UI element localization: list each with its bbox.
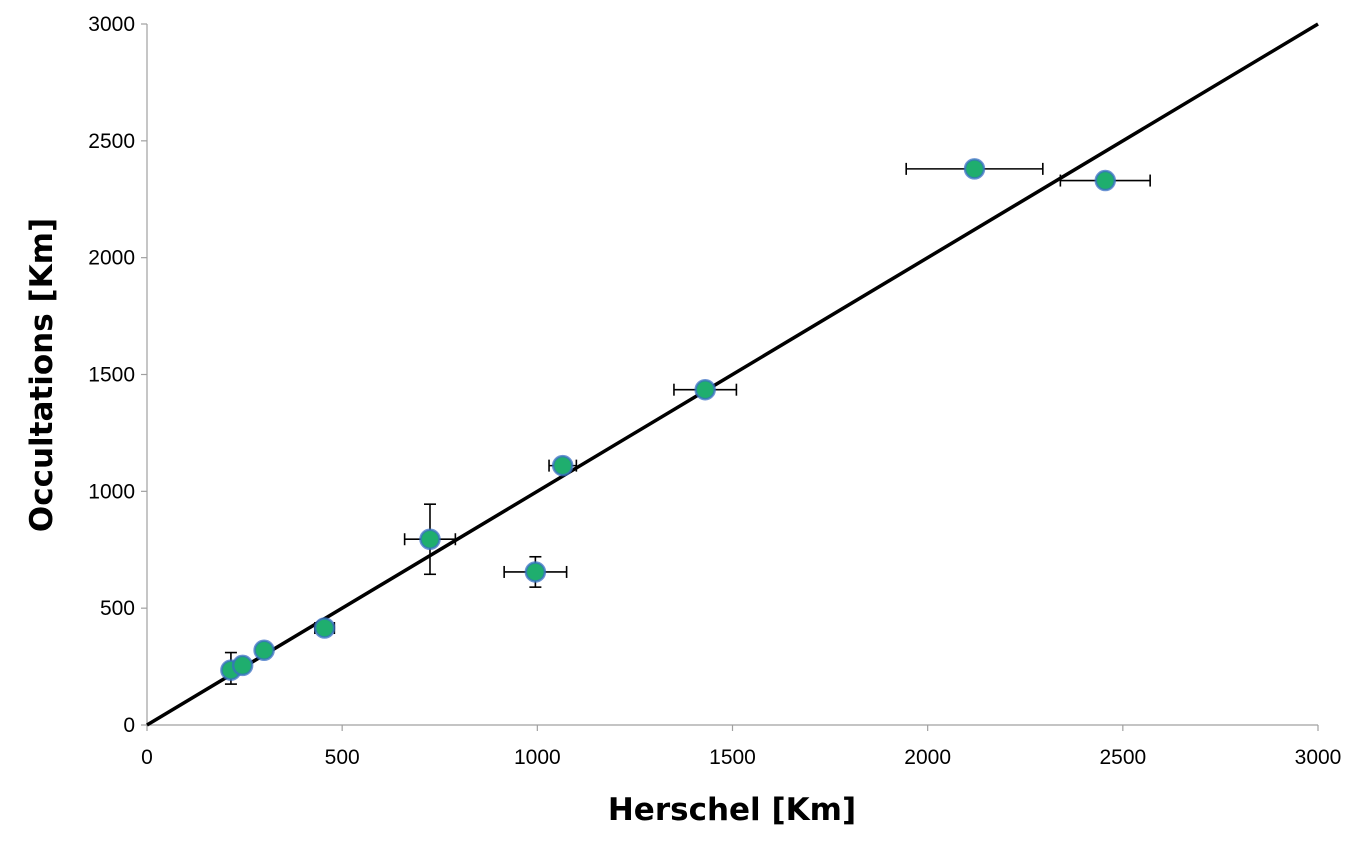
y-tick-label: 3000	[88, 13, 135, 36]
data-point	[313, 617, 336, 639]
y-tick-label: 500	[100, 597, 135, 620]
x-tick-label: 500	[325, 746, 360, 769]
data-point	[1094, 169, 1117, 192]
x-tick-label: 1500	[709, 746, 756, 769]
x-tick-label: 2000	[904, 746, 951, 769]
y-tick-label: 1500	[88, 364, 135, 387]
y-tick-label: 1000	[88, 480, 135, 503]
x-tick-label: 0	[141, 746, 153, 769]
reference-line	[146, 22, 1319, 727]
x-tick-label: 2500	[1099, 746, 1146, 769]
y-tick-label: 0	[123, 714, 135, 737]
data-points	[220, 158, 1117, 681]
y-axis-title: Occultations [Km]	[24, 218, 60, 532]
x-axis-title: Herschel [Km]	[608, 792, 856, 828]
error-bars	[224, 162, 1151, 685]
x-tick-label: 1000	[514, 746, 561, 769]
x-tick-label: 3000	[1295, 746, 1342, 769]
y-tick-label: 2500	[88, 130, 135, 153]
data-point	[963, 158, 986, 180]
data-point	[551, 454, 574, 477]
data-point	[231, 654, 254, 677]
y-ticks: 0 500 1000 1500 2000 2500 3000	[88, 13, 147, 737]
data-point	[694, 378, 716, 401]
y-tick-label: 2000	[88, 247, 135, 270]
x-ticks: 0 500 1000 1500 2000 2500 3000	[141, 725, 1341, 769]
data-point	[253, 639, 275, 661]
data-point	[524, 561, 547, 583]
data-point	[419, 528, 441, 550]
